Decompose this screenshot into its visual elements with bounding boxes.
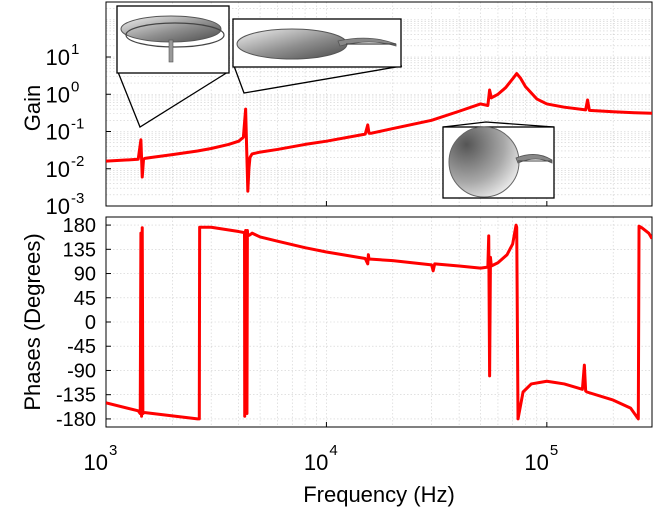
gain-y-tick-label: 10 [46,194,70,219]
x-tick-exponent: 5 [550,442,558,459]
phase-y-tick-label: -180 [56,409,96,431]
gain-series-line [106,72,652,193]
gain-y-tick-label: 10 [46,82,70,107]
phase-y-tick-label: 45 [74,288,96,310]
x-tick-exponent: 4 [329,442,337,459]
phase-series-line [106,223,652,421]
gain-y-tick-exponent: -2 [71,153,84,170]
gain-y-tick-exponent: 1 [71,41,79,58]
gain-y-tick-exponent: 0 [71,78,79,95]
gain-y-axis-title: Gain [20,85,45,131]
phase-y-tick-label: -135 [56,385,96,407]
x-tick-exponent: 3 [109,442,117,459]
phase-y-tick-label: 180 [63,215,96,237]
phase-x-ticks: 10 3 10 4 10 5 [84,422,558,475]
phase-grid [105,217,653,427]
phase-y-tick-label: -45 [67,336,96,358]
phase-y-tick-label: 90 [74,264,96,286]
gain-y-tick-label: 10 [46,120,70,145]
gain-axes-frame [105,1,653,207]
phase-y-axis-title: Phases (Degrees) [20,233,45,410]
inset-round-disk [442,121,555,199]
x-tick-label: 10 [524,450,548,475]
phase-y-tick-label: -90 [67,360,96,382]
gain-x-tickmarks [105,201,548,206]
gain-y-tick-exponent: -3 [71,190,84,207]
gain-grid [105,1,653,207]
x-tick-label: 10 [84,450,108,475]
x-tick-label: 10 [304,450,328,475]
gain-y-tick-label: 10 [46,157,70,182]
inset-disk-cantilever [232,18,403,94]
x-axis-title: Frequency (Hz) [303,482,455,507]
phase-y-tick-label: 0 [85,312,96,334]
gain-y-tick-label: 10 [46,45,70,70]
gain-y-tick-exponent: -1 [71,116,84,133]
inset-disk-stalk [116,5,230,128]
phase-y-tick-label: 135 [63,239,96,261]
